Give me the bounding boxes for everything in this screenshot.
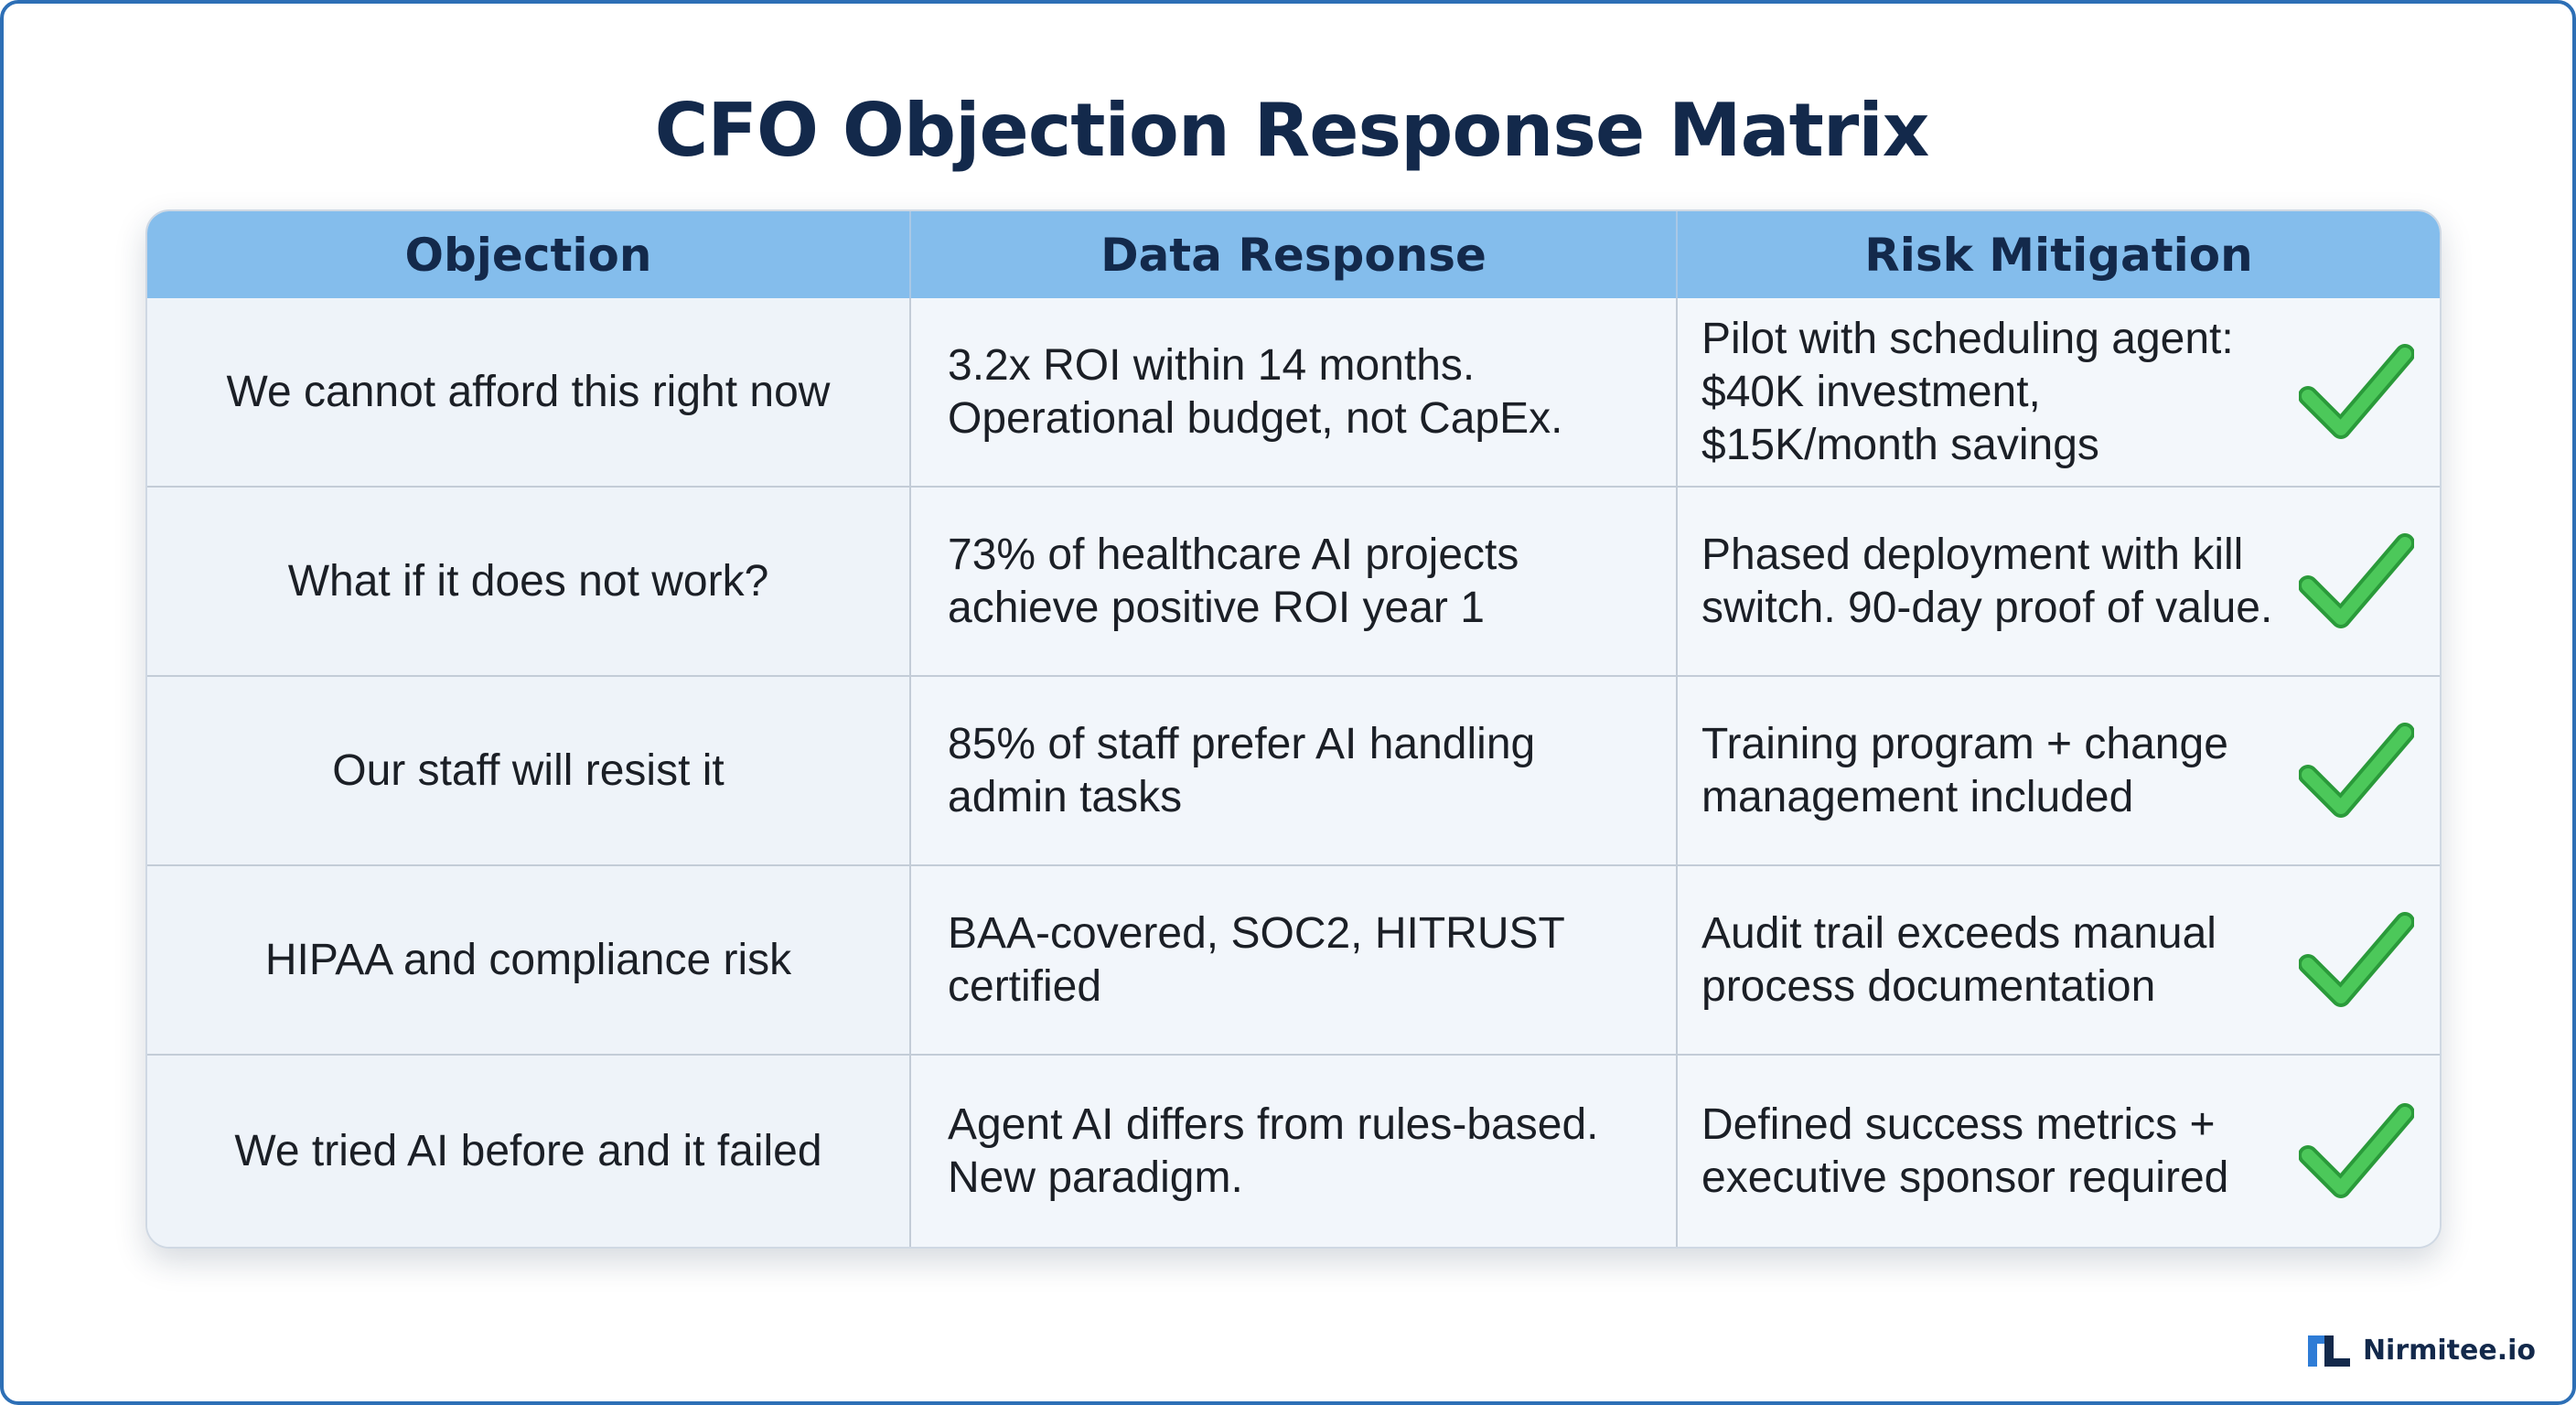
check-icon: [2299, 532, 2414, 628]
nirmitee-logo-icon: [2307, 1335, 2350, 1367]
objection-cell: Our staff will resist it: [147, 677, 911, 864]
mitigation-cell: Training program + change management inc…: [1678, 677, 2440, 864]
response-cell: Agent AI differs from rules-based. New p…: [911, 1056, 1678, 1247]
table-row: What if it does not work? 73% of healthc…: [147, 488, 2440, 677]
header-risk-mitigation: Risk Mitigation: [1864, 228, 2253, 282]
mitigation-cell: Pilot with scheduling agent: $40K invest…: [1678, 298, 2440, 486]
header-objection: Objection: [147, 211, 911, 298]
table-row: We tried AI before and it failed Agent A…: [147, 1056, 2440, 1247]
objection-cell: We cannot afford this right now: [147, 298, 911, 486]
objection-cell: We tried AI before and it failed: [147, 1056, 911, 1247]
brand-logo: Nirmitee.io: [2307, 1332, 2536, 1368]
mitigation-text: Pilot with scheduling agent: $40K invest…: [1701, 314, 2234, 469]
header-data-response: Data Response: [911, 211, 1678, 298]
response-cell: 73% of healthcare AI projects achieve po…: [911, 488, 1678, 675]
check-icon: [2299, 343, 2414, 439]
mitigation-text: Training program + change management inc…: [1701, 719, 2228, 821]
objection-matrix-table: Objection Data Response Risk Mitigation …: [145, 209, 2442, 1249]
objection-cell: HIPAA and compliance risk: [147, 866, 911, 1054]
table-header: Objection Data Response Risk Mitigation: [147, 211, 2440, 298]
table-row: Our staff will resist it 85% of staff pr…: [147, 677, 2440, 866]
response-cell: 3.2x ROI within 14 months. Operational b…: [911, 298, 1678, 486]
check-icon: [2299, 722, 2414, 818]
page-title: CFO Objection Response Matrix: [654, 88, 1930, 173]
objection-cell: What if it does not work?: [147, 488, 911, 675]
table-row: We cannot afford this right now 3.2x ROI…: [147, 298, 2440, 488]
mitigation-text: Phased deployment with kill switch. 90-d…: [1701, 530, 2273, 632]
check-icon: [2299, 1102, 2414, 1198]
table-row: HIPAA and compliance risk BAA-covered, S…: [147, 866, 2440, 1056]
mitigation-cell: Defined success metrics + executive spon…: [1678, 1056, 2440, 1247]
mitigation-cell: Phased deployment with kill switch. 90-d…: [1678, 488, 2440, 675]
mitigation-text: Audit trail exceeds manual process docum…: [1701, 908, 2216, 1011]
mitigation-cell: Audit trail exceeds manual process docum…: [1678, 866, 2440, 1054]
response-cell: BAA-covered, SOC2, HITRUST certified: [911, 866, 1678, 1054]
brand-name: Nirmitee.io: [2362, 1334, 2536, 1367]
response-cell: 85% of staff prefer AI handling admin ta…: [911, 677, 1678, 864]
table-body: We cannot afford this right now 3.2x ROI…: [147, 298, 2440, 1247]
mitigation-text: Defined success metrics + executive spon…: [1701, 1099, 2229, 1202]
check-icon: [2299, 911, 2414, 1007]
